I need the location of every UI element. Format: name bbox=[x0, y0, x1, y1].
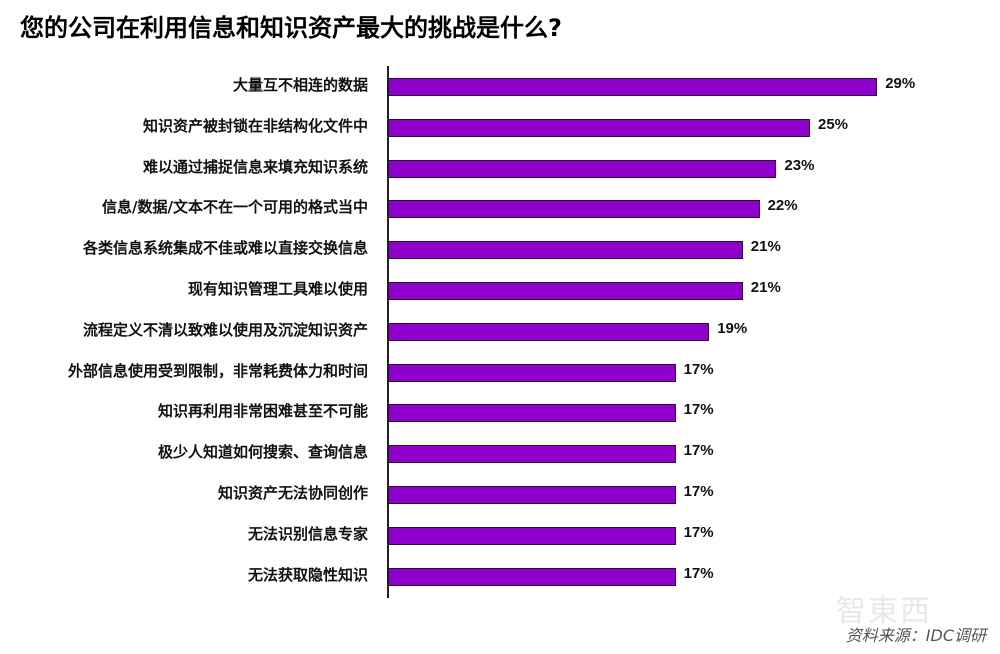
value-label: 22% bbox=[767, 197, 798, 215]
bar-row: 现有知识管理工具难以使用 21% bbox=[0, 279, 1000, 300]
category-label: 各类信息系统集成不佳或难以直接交换信息 bbox=[82, 239, 368, 258]
bar-row: 各类信息系统集成不佳或难以直接交换信息 21% bbox=[0, 238, 1000, 260]
bar bbox=[388, 404, 676, 423]
bar bbox=[388, 241, 743, 260]
bar-row: 知识资产无法协同创作 17% bbox=[0, 483, 1000, 504]
watermark-logo: 智東西 bbox=[836, 594, 932, 629]
value-label: 25% bbox=[818, 115, 849, 133]
bar-row: 知识资产被封锁在非结构化文件中 25% bbox=[0, 115, 1000, 137]
category-label: 流程定义不清以致难以使用及沉淀知识资产 bbox=[82, 320, 368, 339]
bar-row: 外部信息使用受到限制，非常耗费体力和时间 17% bbox=[0, 360, 1000, 382]
category-label: 知识资产被封锁在非结构化文件中 bbox=[142, 116, 368, 135]
chart-title: 您的公司在利用信息和知识资产最大的挑战是什么? bbox=[20, 14, 562, 42]
category-label: 极少人知道如何搜索、查询信息 bbox=[157, 443, 368, 462]
category-label: 外部信息使用受到限制，非常耗费体力和时间 bbox=[67, 361, 368, 380]
bar bbox=[388, 445, 676, 464]
source-note: 资料来源：IDC调研 bbox=[845, 626, 986, 645]
bar-row: 极少人知道如何搜索、查询信息 17% bbox=[0, 442, 1000, 464]
value-label: 21% bbox=[750, 279, 781, 296]
value-label: 17% bbox=[683, 483, 714, 500]
value-label: 29% bbox=[885, 75, 916, 92]
category-label: 知识再利用非常困难甚至不可能 bbox=[157, 402, 368, 421]
bar bbox=[388, 159, 777, 178]
bar bbox=[388, 363, 676, 382]
value-label: 23% bbox=[784, 156, 815, 174]
category-label: 大量互不相连的数据 bbox=[232, 76, 368, 94]
value-label: 17% bbox=[683, 401, 714, 419]
bar bbox=[388, 526, 676, 545]
bar-row: 知识再利用非常困难甚至不可能 17% bbox=[0, 401, 1000, 423]
bar bbox=[388, 78, 878, 96]
bar bbox=[388, 118, 810, 137]
category-label: 难以通过捕捉信息来填充知识系统 bbox=[142, 157, 368, 176]
bar-row: 流程定义不清以致难以使用及沉淀知识资产 19% bbox=[0, 319, 1000, 341]
bar bbox=[388, 567, 676, 586]
value-label: 17% bbox=[683, 564, 714, 582]
category-label: 无法识别信息专家 bbox=[247, 524, 368, 543]
category-label: 无法获取隐性知识 bbox=[247, 565, 368, 584]
value-label: 19% bbox=[717, 319, 748, 337]
bar-row: 难以通过捕捉信息来填充知识系统 23% bbox=[0, 156, 1000, 178]
bar bbox=[388, 322, 710, 341]
bar-row: 无法获取隐性知识 17% bbox=[0, 564, 1000, 586]
category-label: 现有知识管理工具难以使用 bbox=[187, 280, 368, 298]
bar bbox=[388, 200, 760, 219]
value-label: 21% bbox=[750, 238, 781, 256]
bar-row: 信息/数据/文本不在一个可用的格式当中 22% bbox=[0, 197, 1000, 219]
bar-row: 无法识别信息专家 17% bbox=[0, 523, 1000, 545]
category-label: 信息/数据/文本不在一个可用的格式当中 bbox=[102, 198, 368, 217]
bar-row: 大量互不相连的数据 29% bbox=[0, 75, 1000, 96]
bar bbox=[388, 282, 743, 300]
value-label: 17% bbox=[683, 360, 714, 378]
value-label: 17% bbox=[683, 523, 714, 541]
category-label: 知识资产无法协同创作 bbox=[217, 484, 368, 502]
bar bbox=[388, 486, 676, 504]
value-label: 17% bbox=[683, 442, 714, 460]
